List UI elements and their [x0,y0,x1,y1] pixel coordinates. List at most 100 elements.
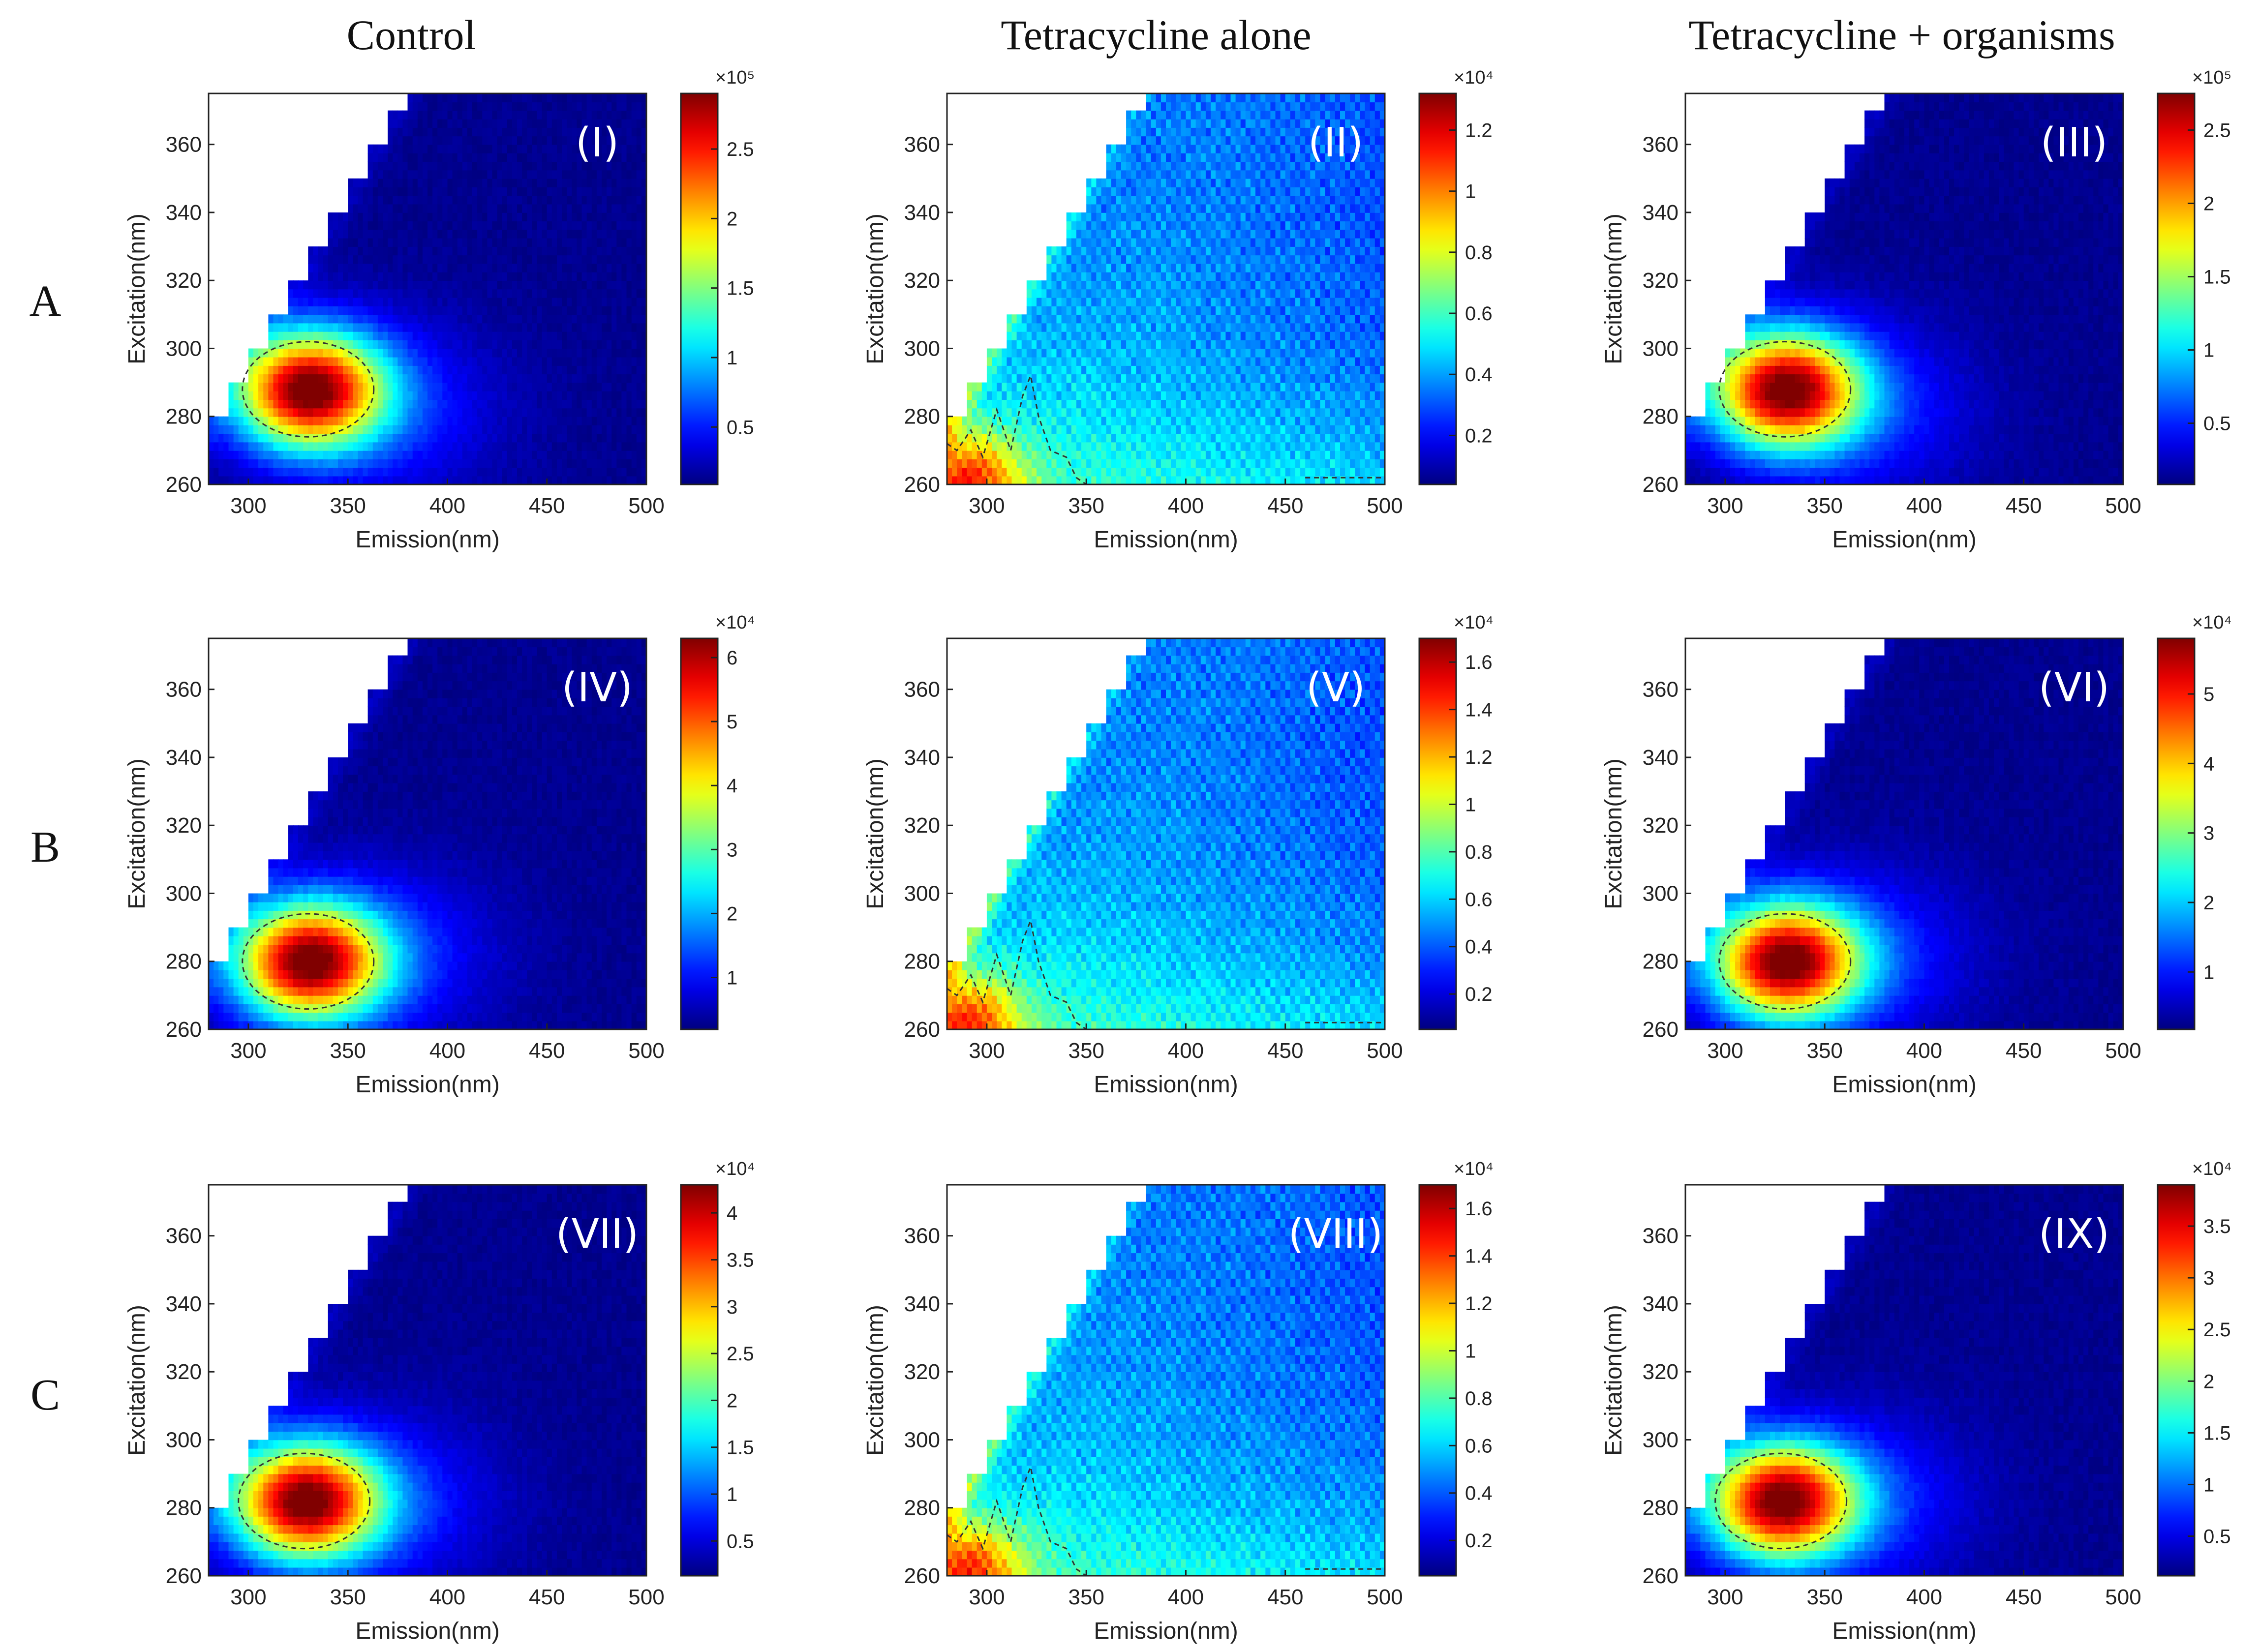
heatmap-cell [1121,238,1127,247]
heatmap-cell [218,459,224,468]
heatmap-cell [1195,306,1201,315]
heatmap-cell [616,229,622,239]
heatmap-cell [223,467,229,477]
heatmap-cell [497,289,503,298]
heatmap-cell [997,459,1002,468]
heatmap-cell [1211,195,1216,205]
heatmap-cell [542,280,548,290]
heatmap-cell [353,263,359,272]
heatmap-cell [348,229,354,239]
heatmap-cell [547,425,552,434]
heatmap-cell [1071,459,1077,468]
heatmap-cell [1131,442,1137,451]
heatmap-cell [532,476,538,484]
heatmap-cell [1171,340,1176,349]
heatmap-cell [1176,425,1182,434]
heatmap-cell [626,280,632,290]
heatmap-cell [542,408,548,417]
heatmap-cell [542,93,548,103]
heatmap-cell [437,442,443,451]
heatmap-cell [1116,246,1122,256]
heatmap-cell [1086,204,1092,213]
heatmap-cell [353,314,359,324]
heatmap-cell [263,399,269,409]
heatmap-cell [611,289,617,298]
heatmap-cell [626,204,632,213]
heatmap-cell [577,102,582,111]
heatmap-cell [1176,136,1182,145]
heatmap-cell [602,331,607,340]
heatmap-cell [1151,340,1157,349]
heatmap-cell [377,399,383,409]
heatmap-cell [487,110,493,120]
heatmap-cell [611,153,617,162]
heatmap-cell [586,425,592,434]
heatmap-cell [228,476,234,484]
heatmap-cell [542,331,548,340]
heatmap-cell [472,331,478,340]
heatmap-cell [323,289,329,298]
heatmap-cell [367,416,373,425]
heatmap-cell [457,93,463,103]
heatmap-cell [1126,459,1131,468]
heatmap-cell [1026,459,1032,468]
heatmap-cell [323,467,329,477]
heatmap-cell [611,348,617,358]
heatmap-cell [1091,323,1097,332]
heatmap-cell [1166,204,1171,213]
heatmap-cell [507,280,513,290]
heatmap-cell [1211,425,1216,434]
heatmap-cell [358,408,364,417]
heatmap-cell [607,263,612,272]
heatmap-cell [1071,374,1077,383]
heatmap-cell [1071,229,1077,239]
heatmap-cell [636,323,642,332]
heatmap-cell [616,331,622,340]
heatmap-cell [477,306,483,315]
heatmap-cell [432,374,438,383]
heatmap-cell [358,382,364,391]
heatmap-cell [1181,102,1187,111]
heatmap-cell [1126,178,1131,187]
heatmap-cell [422,280,428,290]
heatmap-cell [467,297,473,306]
heatmap-cell [1181,323,1187,332]
heatmap-cell [621,195,627,205]
heatmap-cell [572,314,578,324]
heatmap-cell [1031,433,1037,443]
heatmap-cell [407,306,413,315]
heatmap-cell [397,382,403,391]
heatmap-cell [1160,297,1166,306]
heatmap-cell [367,425,373,434]
heatmap-cell [557,127,562,137]
heatmap-cell [288,289,294,298]
heatmap-cell [572,136,578,145]
heatmap-cell [462,127,468,137]
heatmap-cell [263,357,269,366]
heatmap-cell [462,459,468,468]
heatmap-cell [452,323,458,332]
heatmap-cell [507,136,513,145]
heatmap-cell [293,433,299,443]
heatmap-cell [551,204,557,213]
heatmap-cell [447,170,453,179]
heatmap-cell [607,459,612,468]
heatmap-cell [992,390,997,400]
heatmap-cell [487,382,493,391]
heatmap-cell [397,229,403,239]
heatmap-cell [293,399,299,409]
heatmap-cell [551,238,557,247]
heatmap-cell [572,246,578,256]
heatmap-cell [1151,238,1157,247]
heatmap-cell [1171,289,1176,298]
heatmap-cell [507,195,513,205]
heatmap-cell [437,271,443,281]
heatmap-cell [626,297,632,306]
heatmap-cell [1166,365,1171,375]
heatmap-cell [462,382,468,391]
heatmap-cell [457,476,463,484]
heatmap-cell [1116,178,1122,187]
heatmap-cell [388,408,393,417]
heatmap-cell [442,102,448,111]
heatmap-cell [1071,476,1077,484]
